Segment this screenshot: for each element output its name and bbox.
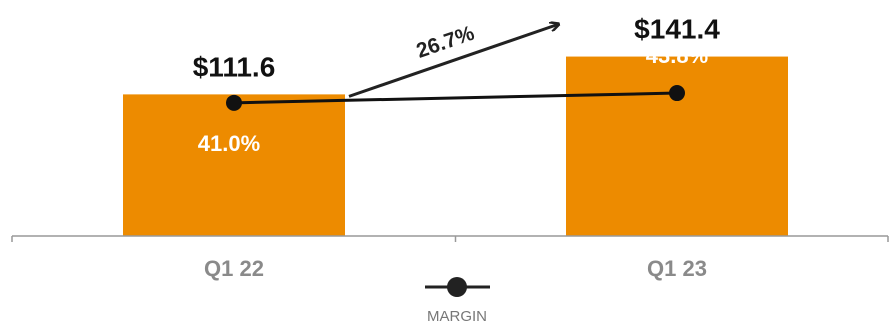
bar-value-label: $141.4 — [634, 14, 720, 45]
margin-point — [226, 94, 242, 111]
legend-label: MARGIN — [427, 308, 487, 325]
category-label: Q1 23 — [647, 256, 707, 281]
legend-marker-icon — [447, 277, 467, 297]
margin-point — [669, 85, 685, 102]
margin-label: 41.0% — [198, 131, 260, 156]
category-label: Q1 22 — [204, 256, 264, 281]
bar-q1-22 — [123, 94, 345, 236]
bar-value-label: $111.6 — [193, 51, 276, 82]
margin-label: 43.8% — [646, 43, 708, 68]
bar-q1-23 — [566, 56, 788, 237]
growth-arrow — [348, 24, 558, 98]
legend: MARGIN — [425, 277, 490, 325]
margin-line — [233, 91, 678, 105]
